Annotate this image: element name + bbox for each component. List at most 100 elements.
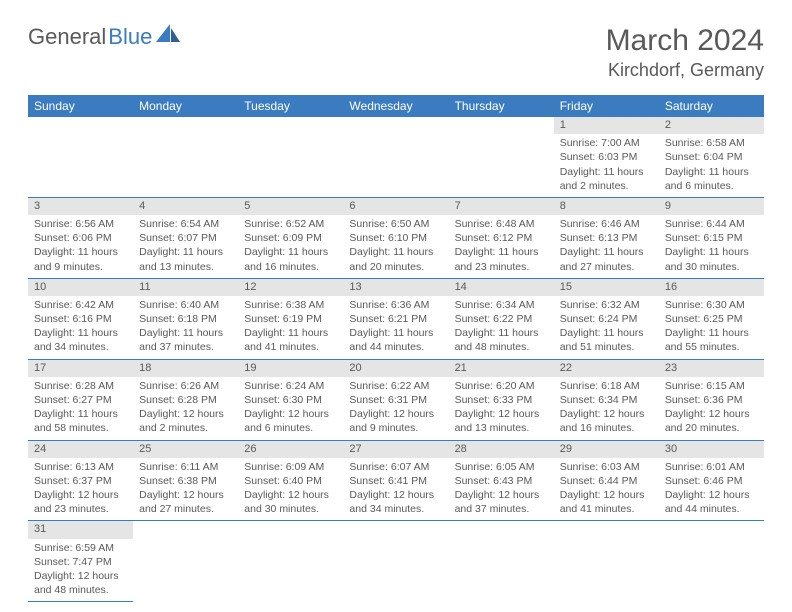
day-content: Sunrise: 6:32 AMSunset: 6:24 PMDaylight:… <box>554 296 659 359</box>
calendar-cell: 11Sunrise: 6:40 AMSunset: 6:18 PMDayligh… <box>133 278 238 359</box>
day-number: 6 <box>343 198 448 215</box>
calendar-cell: 6 Sunrise: 6:50 AMSunset: 6:10 PMDaylight… <box>343 197 448 278</box>
weekday-header: Thursday <box>449 95 554 117</box>
calendar-cell <box>449 521 554 602</box>
day-content: Sunrise: 6:44 AMSunset: 6:15 PMDaylight:… <box>659 215 764 278</box>
daylight-text: Daylight: 12 hours and 13 minutes. <box>455 407 548 435</box>
month-title: March 2024 <box>606 24 764 58</box>
sunset-text: Sunset: 6:40 PM <box>244 474 337 488</box>
day-number: 24 <box>28 441 133 458</box>
day-content: Sunrise: 6:46 AMSunset: 6:13 PMDaylight:… <box>554 215 659 278</box>
calendar-cell: 28Sunrise: 6:05 AMSunset: 6:43 PMDayligh… <box>449 440 554 521</box>
day-content: Sunrise: 6:09 AMSunset: 6:40 PMDaylight:… <box>238 458 343 521</box>
daylight-text: Daylight: 11 hours and 20 minutes. <box>349 245 442 273</box>
calendar-cell: 3Sunrise: 6:56 AMSunset: 6:06 PMDaylight… <box>28 197 133 278</box>
sunrise-text: Sunrise: 6:42 AM <box>34 298 127 312</box>
calendar-cell: 30Sunrise: 6:01 AMSunset: 6:46 PMDayligh… <box>659 440 764 521</box>
daylight-text: Daylight: 11 hours and 44 minutes. <box>349 326 442 354</box>
calendar-cell: 31Sunrise: 6:59 AMSunset: 7:47 PMDayligh… <box>28 521 133 602</box>
day-content: Sunrise: 6:20 AMSunset: 6:33 PMDaylight:… <box>449 377 554 440</box>
sunset-text: Sunset: 6:10 PM <box>349 231 442 245</box>
calendar-cell: 29Sunrise: 6:03 AMSunset: 6:44 PMDayligh… <box>554 440 659 521</box>
calendar-cell: 27Sunrise: 6:07 AMSunset: 6:41 PMDayligh… <box>343 440 448 521</box>
daylight-text: Daylight: 12 hours and 16 minutes. <box>560 407 653 435</box>
calendar-cell: 22Sunrise: 6:18 AMSunset: 6:34 PMDayligh… <box>554 359 659 440</box>
day-number: 31 <box>28 521 133 538</box>
calendar-cell: 5Sunrise: 6:52 AMSunset: 6:09 PMDaylight… <box>238 197 343 278</box>
sunrise-text: Sunrise: 6:59 AM <box>34 541 127 555</box>
day-content: Sunrise: 6:54 AMSunset: 6:07 PMDaylight:… <box>133 215 238 278</box>
day-content: Sunrise: 6:34 AMSunset: 6:22 PMDaylight:… <box>449 296 554 359</box>
calendar-cell: 26Sunrise: 6:09 AMSunset: 6:40 PMDayligh… <box>238 440 343 521</box>
sunrise-text: Sunrise: 7:00 AM <box>560 136 653 150</box>
calendar-cell: 9Sunrise: 6:44 AMSunset: 6:15 PMDaylight… <box>659 197 764 278</box>
day-content: Sunrise: 6:42 AMSunset: 6:16 PMDaylight:… <box>28 296 133 359</box>
sunset-text: Sunset: 6:09 PM <box>244 231 337 245</box>
calendar-cell <box>449 117 554 197</box>
weekday-header: Wednesday <box>343 95 448 117</box>
sunset-text: Sunset: 6:31 PM <box>349 393 442 407</box>
day-number: 2 <box>659 117 764 134</box>
calendar-cell: 1Sunrise: 7:00 AMSunset: 6:03 PMDaylight… <box>554 117 659 197</box>
sunrise-text: Sunrise: 6:30 AM <box>665 298 758 312</box>
calendar-cell: 12 Sunrise: 6:38 AMSunset: 6:19 PMDayligh… <box>238 278 343 359</box>
daylight-text: Daylight: 11 hours and 51 minutes. <box>560 326 653 354</box>
calendar-cell <box>238 117 343 197</box>
sunrise-text: Sunrise: 6:38 AM <box>244 298 337 312</box>
sunrise-text: Sunrise: 6:50 AM <box>349 217 442 231</box>
day-number: 11 <box>133 279 238 296</box>
daylight-text: Daylight: 11 hours and 37 minutes. <box>139 326 232 354</box>
sunrise-text: Sunrise: 6:56 AM <box>34 217 127 231</box>
sunset-text: Sunset: 6:36 PM <box>665 393 758 407</box>
day-number: 28 <box>449 441 554 458</box>
sunrise-text: Sunrise: 6:32 AM <box>560 298 653 312</box>
sunrise-text: Sunrise: 6:36 AM <box>349 298 442 312</box>
daylight-text: Daylight: 12 hours and 30 minutes. <box>244 488 337 516</box>
sunrise-text: Sunrise: 6:46 AM <box>560 217 653 231</box>
day-content: Sunrise: 6:13 AMSunset: 6:37 PMDaylight:… <box>28 458 133 521</box>
calendar-body: 1 Sunrise: 7:00 AMSunset: 6:03 PM Daylight… <box>28 117 764 602</box>
calendar-cell: 2Sunrise: 6:58 AMSunset: 6:04 PMDaylight… <box>659 117 764 197</box>
day-number: 15 <box>554 279 659 296</box>
daylight-text: Daylight: 11 hours and 58 minutes. <box>34 407 127 435</box>
day-number: 8 <box>554 198 659 215</box>
day-content: Sunrise: 6:56 AMSunset: 6:06 PMDaylight:… <box>28 215 133 278</box>
location: Kirchdorf, Germany <box>606 60 764 81</box>
sunset-text: Sunset: 6:19 PM <box>244 312 337 326</box>
sunset-text: Sunset: 6:13 PM <box>560 231 653 245</box>
day-number: 12 <box>238 279 343 296</box>
day-number: 26 <box>238 441 343 458</box>
day-number: 21 <box>449 360 554 377</box>
daylight-text: Daylight: 12 hours and 2 minutes. <box>139 407 232 435</box>
day-number: 1 <box>554 117 659 134</box>
daylight-text: Daylight: 12 hours and 6 minutes. <box>244 407 337 435</box>
daylight-text: Daylight: 12 hours and 41 minutes. <box>560 488 653 516</box>
logo-word2: Blue <box>108 24 152 50</box>
day-number: 22 <box>554 360 659 377</box>
day-number: 14 <box>449 279 554 296</box>
calendar-row: 3Sunrise: 6:56 AMSunset: 6:06 PMDaylight… <box>28 197 764 278</box>
title-block: March 2024 Kirchdorf, Germany <box>606 24 764 81</box>
daylight-text: Daylight: 12 hours and 27 minutes. <box>139 488 232 516</box>
calendar-cell: 23Sunrise: 6:15 AMSunset: 6:36 PMDayligh… <box>659 359 764 440</box>
sunset-text: Sunset: 6:03 PM <box>560 150 653 164</box>
sunrise-text: Sunrise: 6:03 AM <box>560 460 653 474</box>
day-number: 25 <box>133 441 238 458</box>
day-number: 23 <box>659 360 764 377</box>
sunrise-text: Sunrise: 6:22 AM <box>349 379 442 393</box>
sunset-text: Sunset: 6:07 PM <box>139 231 232 245</box>
weekday-header: Friday <box>554 95 659 117</box>
sunset-text: Sunset: 6:12 PM <box>455 231 548 245</box>
daylight-text: Daylight: 11 hours and 41 minutes. <box>244 326 337 354</box>
day-content: Sunrise: 6:03 AMSunset: 6:44 PMDaylight:… <box>554 458 659 521</box>
sunrise-text: Sunrise: 6:13 AM <box>34 460 127 474</box>
day-number: 29 <box>554 441 659 458</box>
sunset-text: Sunset: 6:46 PM <box>665 474 758 488</box>
daylight-text: Daylight: 12 hours and 9 minutes. <box>349 407 442 435</box>
day-content: Sunrise: 6:48 AMSunset: 6:12 PMDaylight:… <box>449 215 554 278</box>
day-content: Sunrise: 6:05 AMSunset: 6:43 PMDaylight:… <box>449 458 554 521</box>
daylight-text: Daylight: 11 hours and 6 minutes. <box>665 165 758 193</box>
day-content: Sunrise: 6:26 AMSunset: 6:28 PMDaylight:… <box>133 377 238 440</box>
sunrise-text: Sunrise: 6:18 AM <box>560 379 653 393</box>
weekday-header: Monday <box>133 95 238 117</box>
